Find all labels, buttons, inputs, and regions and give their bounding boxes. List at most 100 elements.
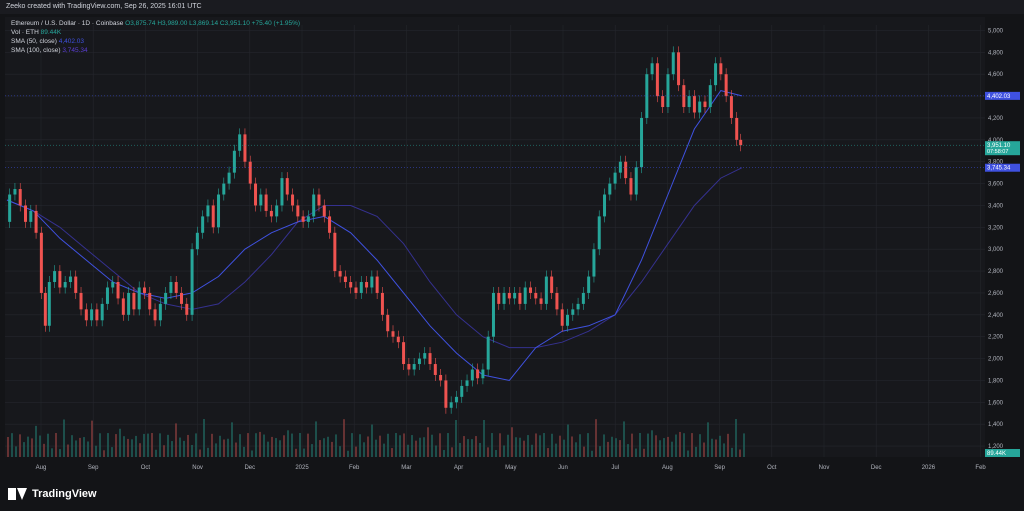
y-tick-label: 2,800 <box>988 269 1004 275</box>
x-tick-label: Oct <box>767 465 777 471</box>
candle-body <box>306 216 310 222</box>
candle-body <box>587 276 591 293</box>
x-tick-label: Dec <box>244 465 255 471</box>
candle-body <box>666 74 670 108</box>
candle-body <box>34 210 38 233</box>
volume-bar <box>539 435 541 457</box>
volume-bar <box>607 441 609 457</box>
volume-bar <box>263 434 265 457</box>
candle-body <box>58 271 62 288</box>
candle-body <box>13 189 17 195</box>
countdown-label: 07:58:07 <box>987 149 1008 155</box>
candle-body <box>571 309 575 315</box>
volume-bar <box>423 437 425 457</box>
candle-body <box>629 178 633 195</box>
price-axis[interactable]: 1,200 1,400 1,600 1,800 2,000 2,200 2,400 2,600… <box>985 17 1020 477</box>
volume-bar <box>699 434 701 457</box>
candle-body <box>322 205 326 217</box>
volume-bar <box>251 450 253 457</box>
candle-body <box>507 292 511 299</box>
candle-body <box>84 309 88 321</box>
candle-body <box>349 282 353 288</box>
volume-bar <box>43 443 45 457</box>
volume-bar <box>223 439 225 457</box>
candle-body <box>735 117 739 140</box>
volume-bar <box>59 449 61 457</box>
volume-bar <box>595 419 597 457</box>
candle-body <box>370 276 374 288</box>
volume-bar <box>455 419 457 457</box>
candle-body <box>185 303 189 315</box>
candle-body <box>285 178 289 195</box>
volume-bar <box>431 434 433 457</box>
volume-bar <box>467 439 469 457</box>
volume-bar <box>339 446 341 457</box>
candle-body <box>195 232 199 250</box>
volume-bar <box>179 437 181 457</box>
y-tick-label: 1,400 <box>988 422 1004 428</box>
tradingview-logo[interactable]: TradingView <box>8 488 97 500</box>
legend-volume-row[interactable]: Vol · ETH 89.44K <box>11 28 300 37</box>
volume-bar <box>23 442 25 457</box>
legend-sma100-row[interactable]: SMA (100, close) 3,745.34 <box>11 46 300 55</box>
volume-bar <box>531 444 533 457</box>
y-tick-label: 3,600 <box>988 182 1004 188</box>
volume-bar <box>683 433 685 457</box>
volume-bar <box>175 423 177 457</box>
candle-body <box>74 276 78 293</box>
candle-body <box>386 314 390 332</box>
candle-body <box>8 194 12 222</box>
volume-bar <box>415 440 417 457</box>
price-label: 3,745.34 <box>987 166 1011 172</box>
candle-body <box>613 172 617 184</box>
y-tick-label: 5,000 <box>988 28 1004 34</box>
volume-bar <box>323 438 325 457</box>
x-tick-label: Oct <box>141 465 151 471</box>
volume-bar <box>659 440 661 457</box>
volume-bar <box>103 450 105 457</box>
candle-body <box>439 374 443 381</box>
candle-body <box>513 292 517 299</box>
candle-body <box>560 309 564 326</box>
candle-body <box>444 380 448 408</box>
volume-bar <box>71 435 73 457</box>
volume-bar <box>403 433 405 457</box>
volume-bar <box>383 443 385 457</box>
volume-bar <box>515 437 517 457</box>
volume-bar <box>207 447 209 457</box>
volume-bar <box>295 448 297 457</box>
volume-bar <box>651 430 653 457</box>
volume-bar <box>315 421 317 457</box>
sma100-label: SMA (100, close) <box>11 47 61 54</box>
candle-body <box>206 205 210 217</box>
time-axis[interactable]: Aug Sep Oct Nov Dec 2025 Feb Mar Apr May Jun Jul Aug… <box>5 457 1020 477</box>
legend-sma50-row[interactable]: SMA (50, close) 4,402.03 <box>11 37 300 46</box>
volume-bar <box>119 428 121 457</box>
candle-body <box>698 101 702 113</box>
volume-bar <box>471 439 473 457</box>
y-tick-label: 1,600 <box>988 400 1004 406</box>
symbol-name[interactable]: Ethereum / U.S. Dollar · 1D · Coinbase <box>11 20 124 27</box>
time-axis-bg <box>5 457 1020 477</box>
volume-bar <box>543 433 545 457</box>
candle-body <box>687 96 691 108</box>
chart-area[interactable]: Ethereum / U.S. Dollar · 1D · Coinbase O… <box>5 17 1020 477</box>
volume-bar <box>639 433 641 457</box>
x-tick-label: Nov <box>819 465 830 471</box>
candle-body <box>121 298 125 315</box>
candle-body <box>650 63 654 75</box>
volume-bar <box>427 427 429 457</box>
volume-bar <box>695 446 697 457</box>
volume-bar <box>51 448 53 457</box>
volume-bar <box>95 445 97 457</box>
candle-body <box>275 205 279 217</box>
candle-body <box>227 172 231 184</box>
price-chart-svg[interactable]: 1,200 1,400 1,600 1,800 2,000 2,200 2,400 2,600… <box>5 17 1020 477</box>
candle-body <box>671 52 675 75</box>
candle-body <box>396 336 400 343</box>
candle-body <box>243 134 247 162</box>
volume-bar <box>703 442 705 457</box>
candle-body <box>417 358 421 365</box>
volume-bar <box>591 450 593 457</box>
